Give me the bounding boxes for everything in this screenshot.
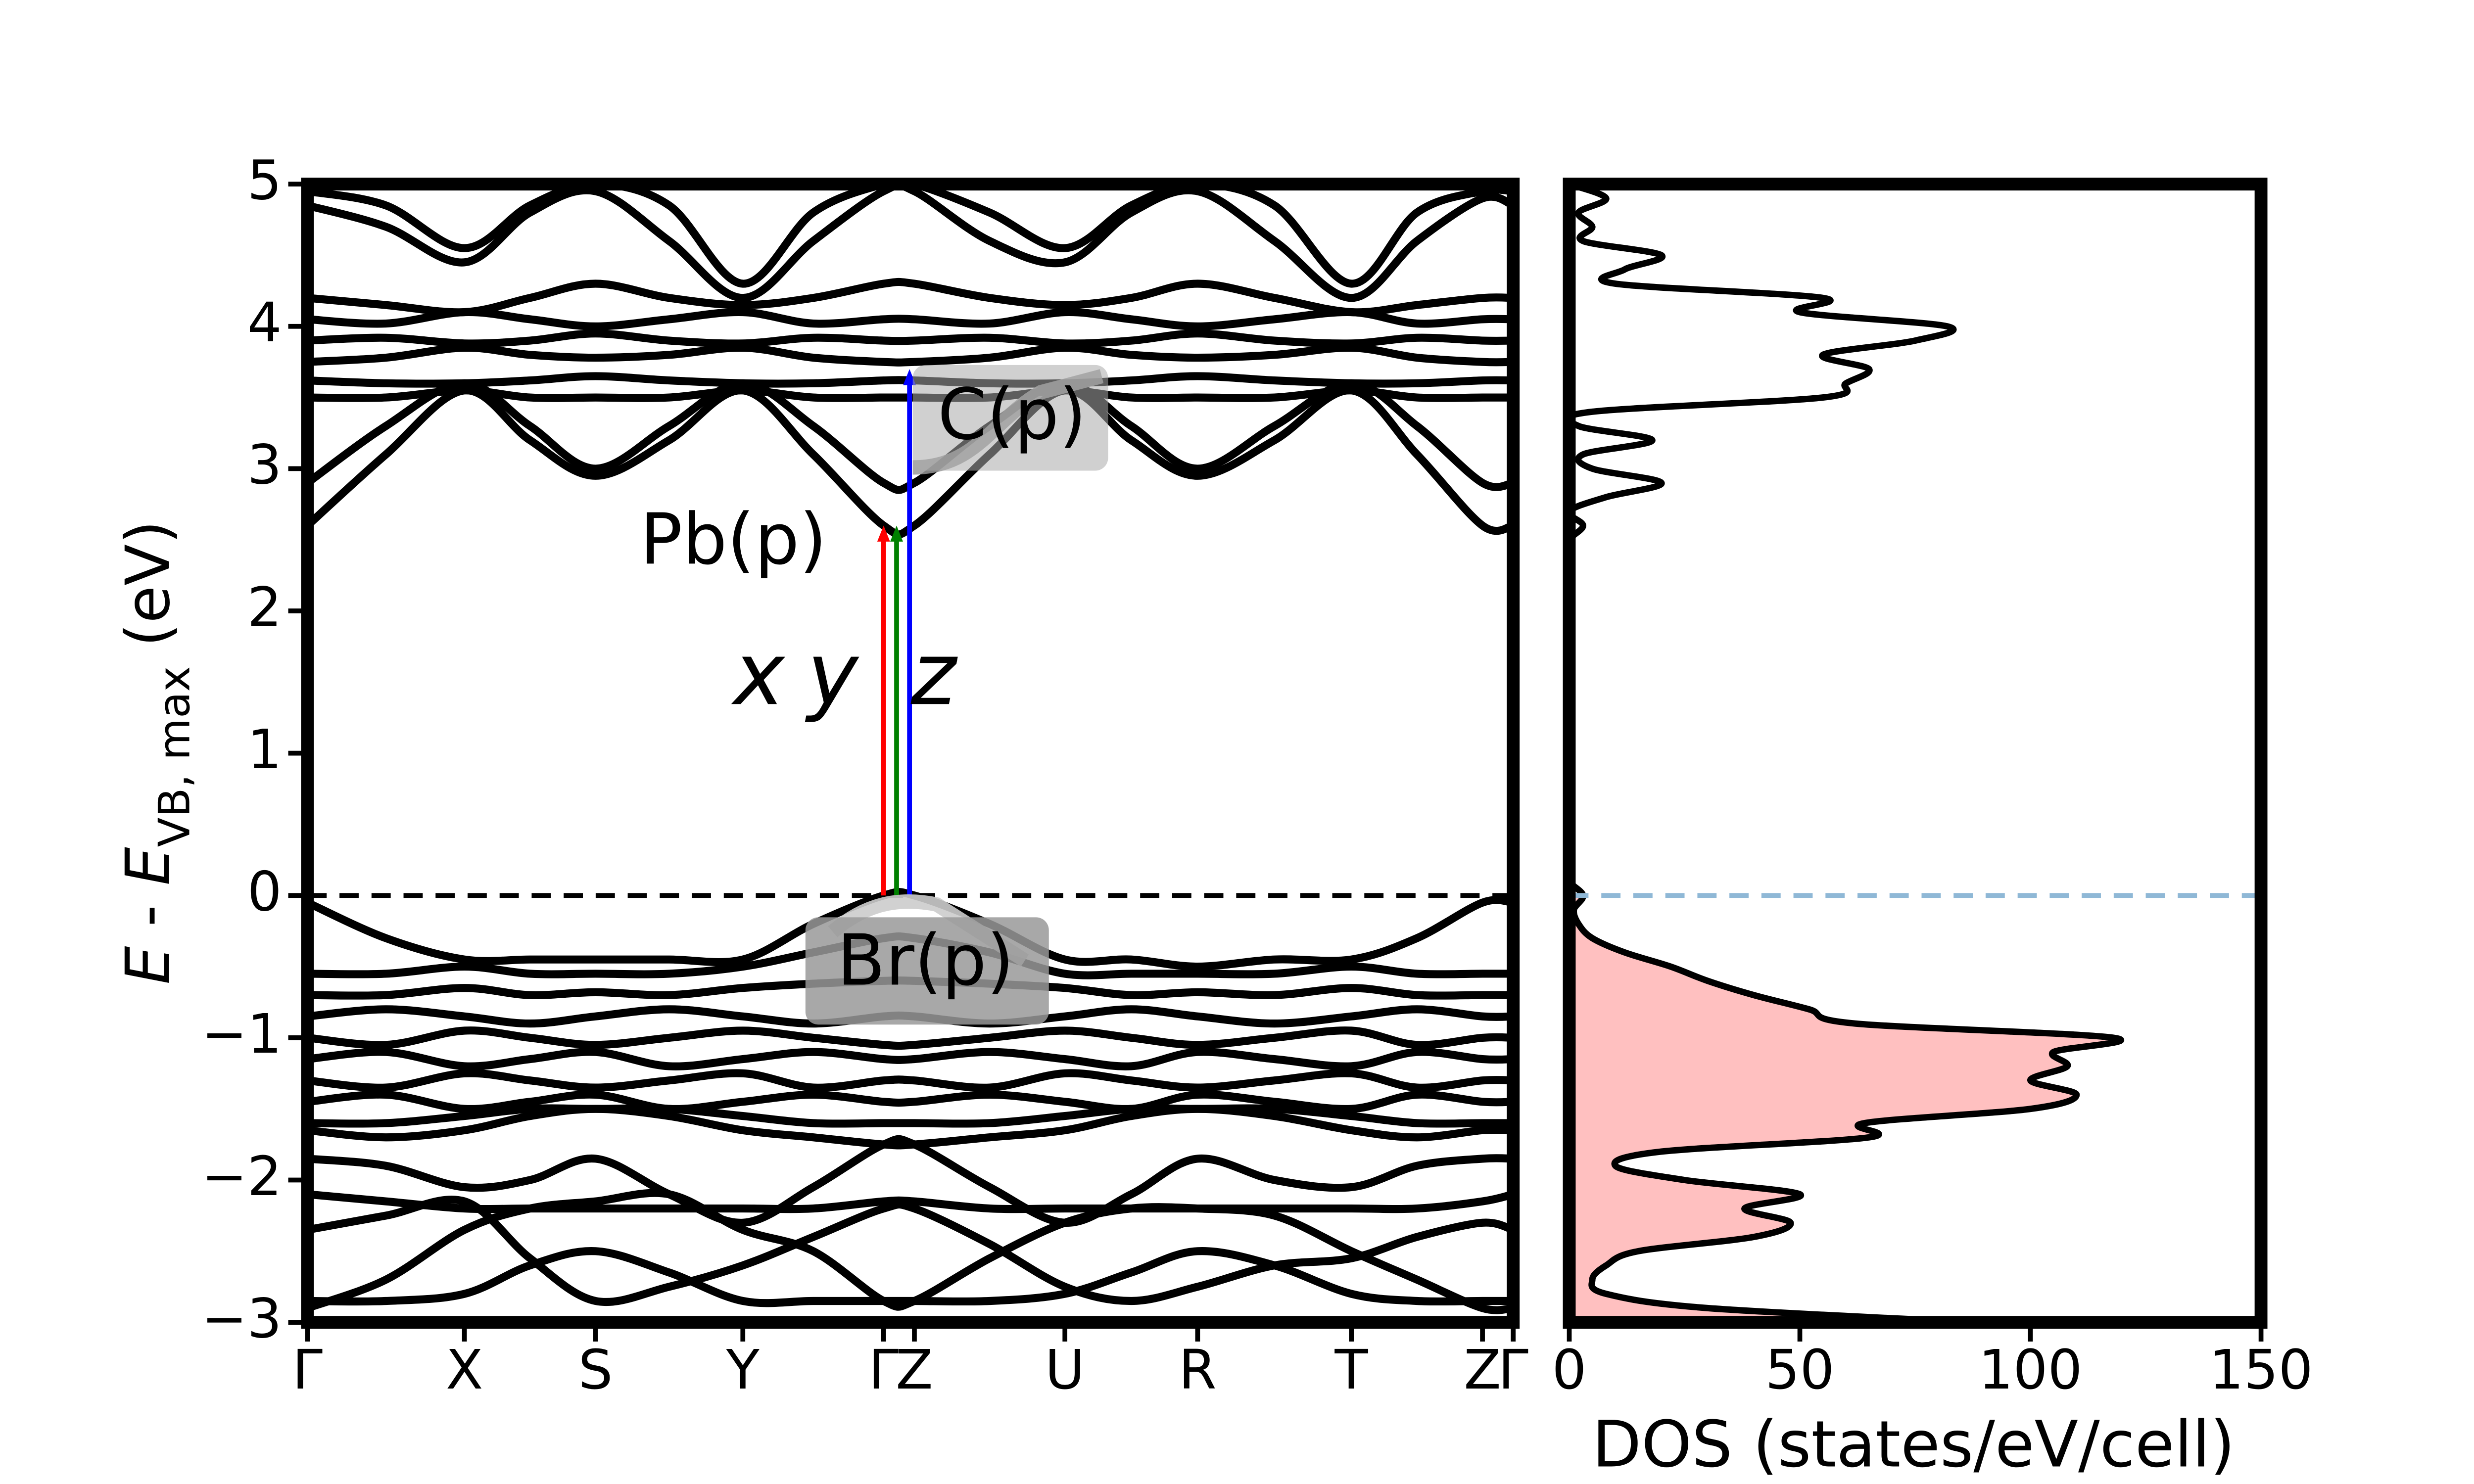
x-tick-label: Γ	[1498, 1338, 1528, 1401]
annotation-box	[805, 917, 1049, 1025]
x-tick-label: Γ	[292, 1338, 323, 1401]
y-label-subscript: VB, max	[149, 666, 199, 847]
arrow-head	[903, 369, 916, 385]
y-label-part: E	[113, 847, 184, 885]
band-line	[307, 343, 1514, 367]
x-tick-label: T	[1334, 1338, 1369, 1401]
x-tick-label: R	[1179, 1338, 1216, 1401]
y-tick-label: −1	[201, 1002, 282, 1066]
y-tick-label: −3	[201, 1287, 282, 1350]
band-line	[307, 1104, 1514, 1128]
annotation-label: Br(p)	[837, 920, 1014, 1002]
x-tick-label: 50	[1765, 1338, 1835, 1401]
band-line	[307, 1026, 1514, 1050]
x-tick-label: Z	[896, 1338, 933, 1401]
x-tick-label: Γ	[868, 1338, 899, 1401]
band-line	[307, 329, 1514, 348]
x-tick-label: S	[578, 1338, 613, 1401]
dos-line	[1569, 184, 2124, 1323]
x-tick-label: X	[446, 1338, 483, 1401]
band-line	[307, 1135, 1514, 1227]
band-line	[307, 1247, 1514, 1307]
arrow-head	[890, 525, 903, 542]
y-axis-label: E - EVB, max (eV)	[113, 520, 199, 984]
x-tick-label: 150	[2209, 1338, 2313, 1401]
band-line	[307, 278, 1514, 317]
band-line	[307, 1069, 1514, 1092]
y-tick-label: 1	[247, 718, 282, 781]
dos	[1569, 184, 2124, 1323]
y-tick-label: 0	[247, 860, 282, 924]
band-line	[307, 1048, 1514, 1070]
plot-frame	[1563, 178, 2268, 1329]
band-line	[307, 1196, 1514, 1306]
transition-label: y	[805, 624, 859, 725]
x-tick-label: Y	[726, 1338, 760, 1401]
y-label-part: -	[113, 885, 184, 946]
transition-label: x	[731, 624, 785, 725]
annotation-label: C(p)	[938, 373, 1087, 456]
x-tick-label: 100	[1979, 1338, 2083, 1401]
x-axis-label: DOS (states/eV/cell)	[1592, 1407, 2235, 1482]
y-tick-label: 3	[247, 433, 282, 497]
band-line	[307, 1090, 1514, 1113]
y-tick-label: 5	[247, 148, 282, 212]
y-tick-label: −2	[201, 1145, 282, 1208]
y-label-part: (eV)	[113, 520, 184, 666]
annotation-label: Pb(p)	[640, 498, 827, 580]
band-line	[307, 184, 1514, 288]
x-tick-label: U	[1045, 1338, 1085, 1401]
y-label-part: E	[113, 946, 184, 984]
y-tick-label: 4	[247, 291, 282, 354]
dos-fill	[1569, 895, 2121, 1323]
x-tick-label: 0	[1552, 1338, 1587, 1401]
x-tick-label: Z	[1464, 1338, 1501, 1401]
arrow-head	[877, 525, 890, 542]
transition-label: z	[910, 624, 958, 725]
plot-frame	[301, 178, 1520, 1329]
y-tick-label: 2	[247, 575, 282, 639]
annotation-box	[912, 365, 1108, 471]
